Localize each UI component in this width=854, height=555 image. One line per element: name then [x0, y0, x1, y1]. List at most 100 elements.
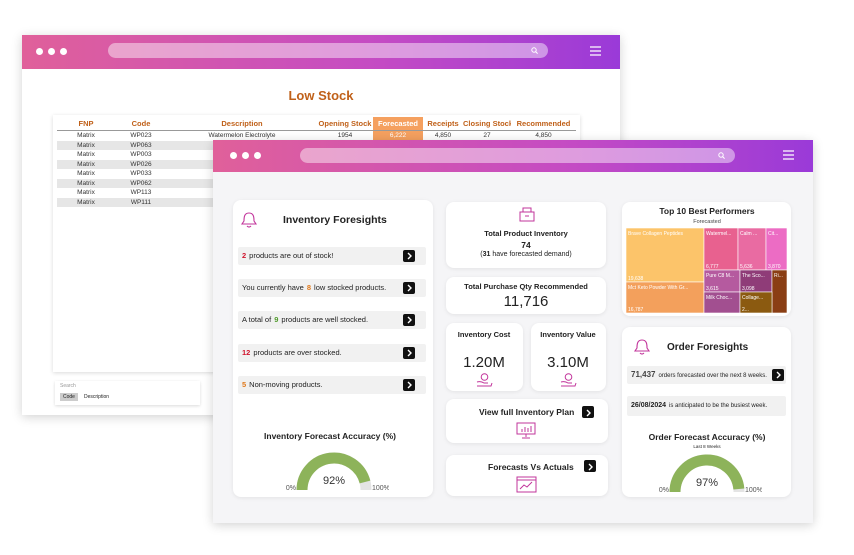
gauge-title: Inventory Forecast Accuracy (%) [264, 431, 396, 441]
note-text: have forecasted demand) [492, 251, 572, 258]
foresight-row: You currently have 8 low stocked products. [238, 279, 426, 297]
address-bar[interactable] [108, 43, 548, 58]
chart-icon [516, 422, 536, 439]
menu-icon[interactable] [783, 150, 794, 160]
table-cell: WP111 [130, 198, 152, 206]
inventory-cost-card: Inventory Cost 1.20M [446, 323, 523, 391]
arrow-button[interactable] [582, 406, 594, 418]
page-title: Low Stock [288, 88, 354, 103]
forecasts-actuals-card[interactable]: Forecasts Vs Actuals [446, 455, 608, 496]
purchase-qty-card: Total Purchase Qty Recommended 11,716 [446, 277, 606, 314]
gauge-tick-label: 0% [659, 487, 669, 494]
column-header: Code [115, 117, 167, 131]
gauge: 92% 0% 100% [279, 444, 390, 494]
title-bar [22, 35, 620, 69]
window-dot [48, 48, 55, 55]
table-cell: Matrix [77, 151, 95, 159]
search-icon [531, 47, 538, 54]
tile-label: Ri... [774, 273, 783, 279]
arrow-button[interactable] [403, 250, 415, 262]
gauge-arc [296, 452, 371, 491]
row-count: 9 [274, 315, 279, 324]
tile-label: Collage... [742, 295, 763, 301]
row-suffix: low stocked products. [314, 283, 387, 292]
table-cell: 4,850 [535, 132, 552, 140]
chevron [588, 463, 593, 471]
filter-button[interactable]: Code [60, 393, 78, 401]
treemap-title: Top 10 Best Performers [659, 206, 755, 216]
chevron [586, 409, 591, 417]
arrow-button[interactable] [403, 347, 415, 359]
coin-hand-icon [560, 373, 577, 387]
metric-title: Inventory Value [540, 330, 596, 339]
table-cell: 27 [483, 132, 491, 140]
row-suffix: Non-moving products. [249, 380, 323, 389]
tile-value: 5,636 [740, 264, 753, 270]
treemap-tile [739, 291, 773, 313]
tile-label: Cit... [768, 231, 778, 237]
metric-value: 3.10M [547, 354, 589, 371]
row-text: A total of 9 products are well stocked. [242, 315, 368, 324]
search-panel: Search Code Description [55, 381, 200, 405]
row-count: 2 [242, 251, 247, 260]
window-dot [242, 152, 249, 159]
menu-icon[interactable] [590, 46, 601, 56]
box-icon [519, 207, 535, 222]
order-row: 26/08/2024 is anticipated to be the busie… [627, 396, 786, 416]
chevron [776, 371, 781, 379]
tile-label: Calm ... [740, 231, 757, 237]
tile-label: Pure C8 M... [706, 273, 734, 279]
tile-value: 3,870 [768, 264, 781, 270]
table-cell: WP062 [130, 179, 152, 187]
tile-value: 3,098 [742, 286, 755, 292]
bell-icon [633, 339, 651, 355]
metric-value: 1.20M [463, 354, 505, 371]
arrow-glyph [586, 409, 591, 417]
order-count: 71,437 [631, 370, 656, 379]
foresight-row: 2 products are out of stock! [238, 247, 426, 265]
filter-button[interactable]: Description [84, 394, 110, 400]
column-header: Receipts [423, 117, 463, 131]
table-cell: Matrix [77, 132, 95, 140]
arrow-glyph [407, 284, 412, 292]
arrow-button[interactable] [403, 314, 415, 326]
gauge-tick-label: 100% [372, 485, 389, 492]
bell-icon [240, 212, 258, 228]
arrow-button[interactable] [772, 369, 784, 381]
inventory-plan-card[interactable]: View full Inventory Plan [446, 399, 608, 443]
table-cell: WP023 [130, 132, 152, 140]
treemap-tile [771, 269, 787, 313]
arrow-button[interactable] [403, 282, 415, 294]
foresight-row: 5 Non-moving products. [238, 376, 426, 394]
row-suffix: products are out of stock! [249, 251, 334, 260]
table-cell: Matrix [77, 141, 95, 149]
arrow-glyph [407, 316, 412, 324]
address-bar[interactable] [300, 148, 735, 163]
column-header: FNP [57, 117, 115, 131]
foresight-row: A total of 9 products are well stocked. [238, 311, 426, 329]
arrow-button[interactable] [403, 379, 415, 391]
search-input[interactable]: Search [60, 383, 76, 389]
row-text: 12 products are over stocked. [242, 348, 342, 357]
link-title[interactable]: View full Inventory Plan [479, 407, 575, 417]
row-text: You currently have 8 low stocked products. [242, 283, 386, 292]
window-dot [60, 48, 67, 55]
link-title[interactable]: Forecasts Vs Actuals [488, 462, 574, 472]
tile-value: 19,638 [628, 276, 644, 282]
inventory-foresights-card: Inventory Foresights Inventory Forecast … [233, 200, 433, 497]
metric-title: Total Purchase Qty Recommended [464, 282, 588, 291]
foresight-row: 12 products are over stocked. [238, 344, 426, 362]
arrow-button[interactable] [584, 460, 596, 472]
table-cell: WP003 [130, 151, 152, 159]
metric-value: 11,716 [503, 293, 549, 310]
tile-value: 2... [742, 307, 749, 313]
table-cell: Matrix [77, 198, 95, 206]
inventory-value-card: Inventory Value 3.10M [531, 323, 606, 391]
front-window: Inventory Foresights Inventory Forecast … [213, 140, 813, 523]
window-dot [254, 152, 261, 159]
metric-note: (31 have forecasted demand) [480, 251, 571, 258]
table-cell: 1954 [337, 132, 353, 140]
table-cell: WP033 [130, 170, 152, 178]
table-header: FNP Code Description Opening Stock Forecaste… [57, 117, 576, 131]
chart-icon [516, 476, 537, 493]
